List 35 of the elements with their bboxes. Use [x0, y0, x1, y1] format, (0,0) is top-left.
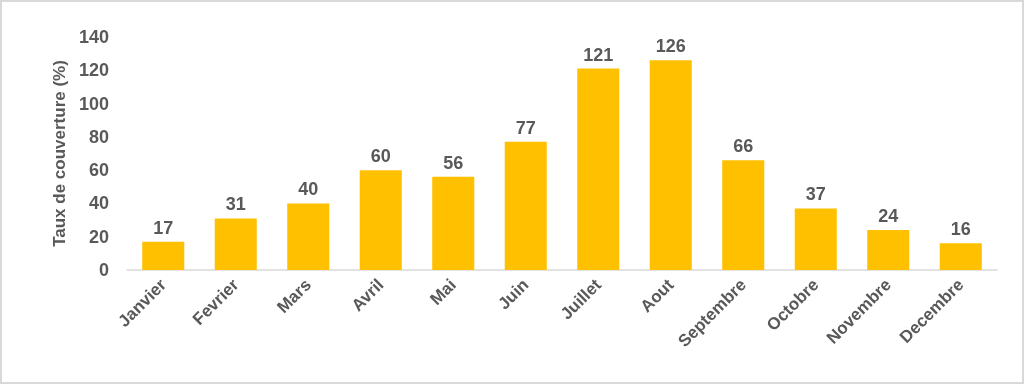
bar: [649, 60, 692, 270]
data-label: 40: [298, 179, 319, 200]
bar: [214, 218, 257, 270]
bar: [939, 243, 982, 270]
data-label: 37: [805, 184, 826, 205]
y-tick-label: 100: [78, 93, 109, 114]
bar: [794, 208, 837, 270]
bar: [867, 230, 910, 270]
bar: [722, 160, 765, 270]
data-label: 17: [153, 217, 174, 238]
y-axis-title: Taux de couverture (%): [50, 60, 70, 247]
data-label: 60: [370, 146, 391, 167]
y-tick-label: 120: [78, 60, 109, 81]
data-label: 121: [583, 44, 614, 65]
bar: [432, 176, 475, 270]
data-label: 126: [655, 36, 686, 57]
bar: [142, 241, 185, 270]
y-tick-label: 80: [88, 126, 109, 147]
bar: [504, 141, 547, 270]
y-tick-label: 60: [88, 160, 109, 181]
x-tick-label: Juin: [494, 275, 533, 314]
data-label: 66: [733, 136, 754, 157]
data-label: 24: [878, 206, 899, 227]
x-tick-label: Mai: [426, 275, 460, 309]
bar: [577, 68, 620, 270]
data-label: 56: [443, 152, 464, 173]
bar: [287, 203, 330, 270]
data-label: 31: [225, 194, 246, 215]
y-tick-label: 20: [88, 226, 109, 247]
y-tick-label: 0: [98, 260, 109, 280]
data-label: 16: [950, 219, 971, 240]
bar: [359, 170, 402, 270]
data-label: 77: [515, 117, 536, 138]
y-tick-label: 40: [88, 193, 109, 214]
y-tick-label: 140: [78, 27, 109, 47]
